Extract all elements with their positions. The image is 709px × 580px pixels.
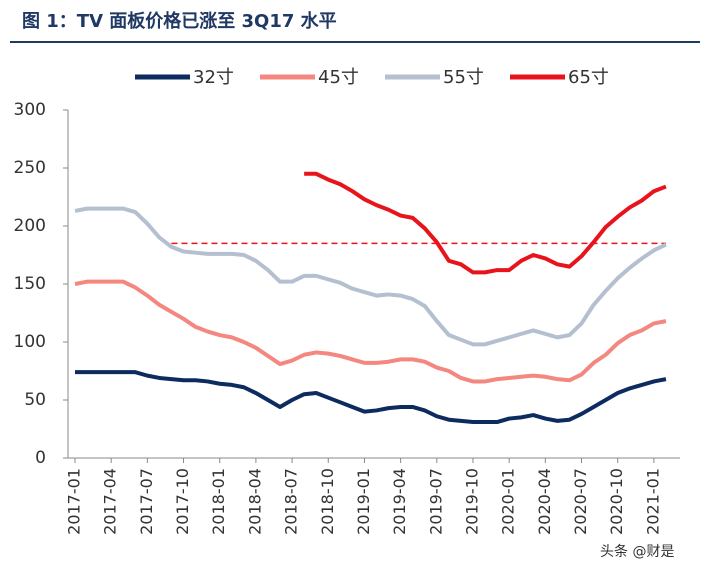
x-tick-label: 2020-10 bbox=[607, 468, 626, 535]
series-line bbox=[75, 370, 667, 425]
y-tick-label: 300 bbox=[14, 100, 46, 120]
legend-label: 45寸 bbox=[318, 67, 359, 88]
x-tick-label: 2018-04 bbox=[245, 468, 264, 535]
x-tick-label: 2019-04 bbox=[390, 468, 409, 535]
x-tick-label: 2018-01 bbox=[209, 468, 228, 535]
y-tick-label: 0 bbox=[35, 448, 46, 468]
chart-title: 图 1：TV 面板价格已涨至 3Q17 水平 bbox=[22, 10, 337, 32]
legend-label: 32寸 bbox=[193, 67, 234, 88]
x-tick-label: 2020-07 bbox=[571, 468, 590, 535]
x-tick-label: 2017-10 bbox=[173, 468, 192, 535]
watermark: 头条 @财是 bbox=[600, 543, 674, 560]
legend-label: 55寸 bbox=[443, 67, 484, 88]
y-tick-label: 150 bbox=[14, 274, 46, 294]
y-tick-label: 250 bbox=[14, 158, 46, 178]
legend-label: 65寸 bbox=[568, 67, 609, 88]
x-tick-label: 2017-07 bbox=[137, 468, 156, 535]
series-line bbox=[74, 206, 667, 347]
x-tick-label: 2018-10 bbox=[318, 468, 337, 535]
x-tick-label: 2017-01 bbox=[65, 468, 84, 535]
series-line bbox=[74, 279, 667, 384]
y-tick-label: 50 bbox=[24, 390, 46, 410]
series-line bbox=[304, 171, 667, 275]
x-tick-label: 2020-01 bbox=[499, 468, 518, 535]
x-tick-label: 2019-01 bbox=[354, 468, 373, 535]
x-tick-label: 2018-07 bbox=[282, 468, 301, 535]
x-tick-label: 2017-04 bbox=[101, 468, 120, 535]
x-tick-label: 2021-01 bbox=[643, 468, 662, 535]
x-tick-label: 2020-04 bbox=[535, 468, 554, 535]
x-tick-label: 2019-07 bbox=[426, 468, 445, 535]
y-tick-label: 100 bbox=[14, 332, 46, 352]
y-tick-label: 200 bbox=[14, 216, 46, 236]
x-tick-label: 2019-10 bbox=[462, 468, 481, 535]
